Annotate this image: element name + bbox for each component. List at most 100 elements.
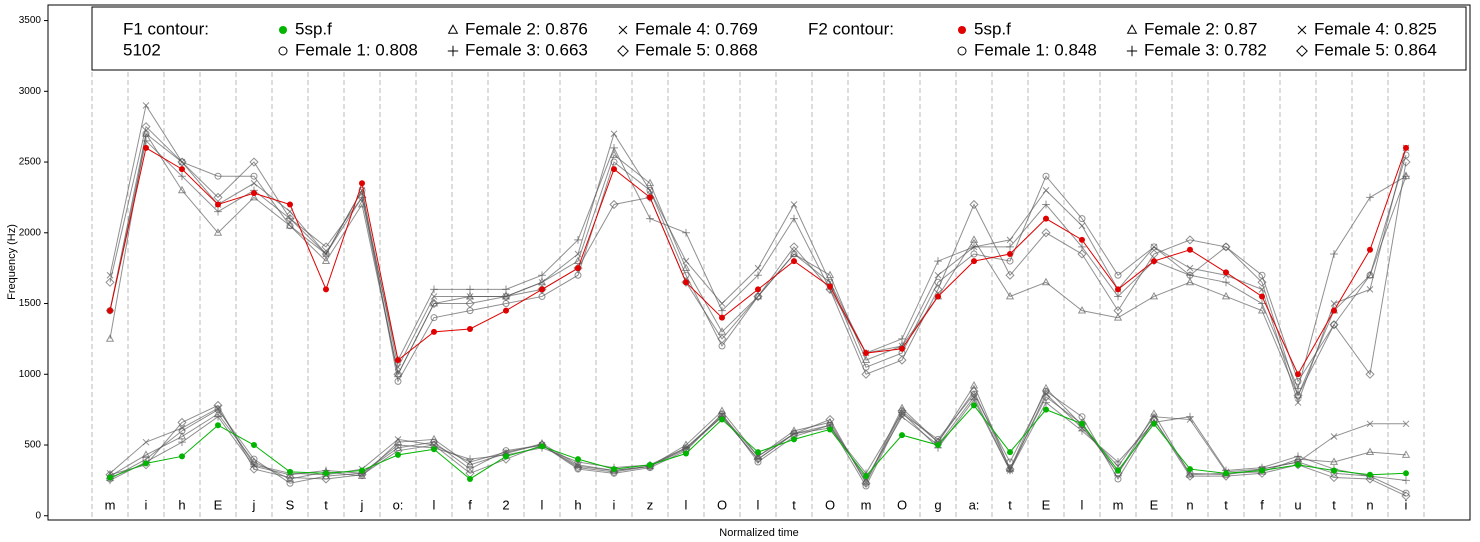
series-marker <box>1330 433 1338 440</box>
series-marker <box>826 278 834 286</box>
series-marker <box>1006 257 1014 265</box>
series-line <box>109 125 1407 397</box>
legend-label: 5sp.f <box>974 19 1011 38</box>
series-marker <box>1185 471 1195 481</box>
segment-label: h <box>574 497 581 512</box>
series-marker <box>142 102 150 109</box>
series-marker <box>754 271 762 280</box>
y-tick-label: 1000 <box>19 369 42 380</box>
series-marker <box>250 172 258 180</box>
series-marker <box>178 158 186 166</box>
series-marker <box>179 166 185 173</box>
series-marker <box>215 422 221 429</box>
segment-label: f <box>1260 497 1264 512</box>
series-marker <box>465 298 475 309</box>
series-line <box>109 132 1407 383</box>
series-marker <box>753 291 763 300</box>
series-marker <box>681 263 691 272</box>
series-marker <box>1293 390 1303 401</box>
series-marker <box>609 150 619 158</box>
series-marker <box>1187 246 1193 253</box>
series-marker <box>1259 467 1265 474</box>
series-marker <box>789 242 799 252</box>
series-marker <box>107 474 113 481</box>
segment-label: m <box>105 497 116 512</box>
series-marker <box>1367 246 1373 253</box>
segment-label: O <box>825 497 835 512</box>
y-tick-label: 1500 <box>19 298 42 309</box>
y-axis-label: Frequency (Hz) <box>6 224 18 300</box>
segment-label: n <box>1366 497 1373 512</box>
series-marker <box>214 207 222 216</box>
x-axis-label: Normalized time <box>719 527 798 539</box>
series-marker <box>1294 452 1302 461</box>
series-marker <box>1330 321 1338 329</box>
series-marker <box>1113 313 1123 321</box>
series-marker <box>215 201 221 208</box>
series-marker <box>1078 222 1086 230</box>
series-marker <box>1007 251 1013 258</box>
series-marker <box>250 179 258 187</box>
series-marker <box>683 279 689 286</box>
series-marker <box>1403 144 1409 151</box>
series-marker <box>971 402 977 409</box>
series-marker <box>395 451 401 458</box>
series-marker <box>935 293 941 300</box>
segment-label: E <box>1150 497 1159 512</box>
series-marker <box>322 250 330 258</box>
series-marker <box>394 441 402 449</box>
series-marker <box>503 453 509 460</box>
legend-marker <box>447 45 459 57</box>
series-marker <box>357 470 367 480</box>
series-marker <box>429 298 439 309</box>
series-marker <box>1365 447 1375 455</box>
series-marker <box>1329 320 1339 330</box>
series-marker <box>143 144 149 151</box>
series-marker <box>177 431 187 440</box>
series-marker <box>1223 470 1229 477</box>
series-marker <box>1366 286 1374 293</box>
series-marker <box>970 250 978 258</box>
series-marker <box>1401 157 1411 167</box>
series-marker <box>1295 461 1301 468</box>
series-marker <box>1079 420 1085 427</box>
series-marker <box>970 243 978 251</box>
series-marker <box>503 307 509 314</box>
series-marker <box>538 278 546 286</box>
segment-label: n <box>1186 497 1193 512</box>
series-line <box>109 147 1407 376</box>
series-marker <box>1006 467 1014 474</box>
series-marker <box>214 412 222 421</box>
segment-label: f <box>468 497 472 512</box>
series-marker <box>430 314 438 322</box>
series-marker <box>899 432 905 439</box>
series-marker <box>790 201 798 208</box>
series-marker <box>610 130 618 138</box>
series-marker <box>1401 491 1411 501</box>
series-marker <box>1221 291 1231 300</box>
series-marker <box>1006 236 1014 244</box>
series-marker <box>1149 291 1159 300</box>
series-marker <box>1114 292 1122 301</box>
series-marker <box>1115 467 1121 474</box>
series-marker <box>791 258 797 265</box>
series-marker <box>1114 271 1122 279</box>
series-marker <box>1366 420 1374 428</box>
legend-marker <box>278 46 288 56</box>
legend-label: Female 5: 0.868 <box>635 40 758 59</box>
legend-marker <box>279 26 287 34</box>
series-marker <box>719 314 725 321</box>
series-marker <box>466 465 474 473</box>
series-marker <box>718 411 726 419</box>
series-marker <box>251 190 257 197</box>
series-marker <box>179 453 185 460</box>
series-marker <box>861 355 871 364</box>
segment-label: l <box>685 497 688 512</box>
legend-label: Female 3: 0.782 <box>1144 40 1267 59</box>
series-marker <box>1113 305 1123 316</box>
legend-label: Female 1: 0.808 <box>295 40 418 59</box>
legend-label: Female 2: 0.87 <box>1144 19 1257 38</box>
series-marker <box>394 436 402 443</box>
series-marker <box>1007 449 1013 456</box>
